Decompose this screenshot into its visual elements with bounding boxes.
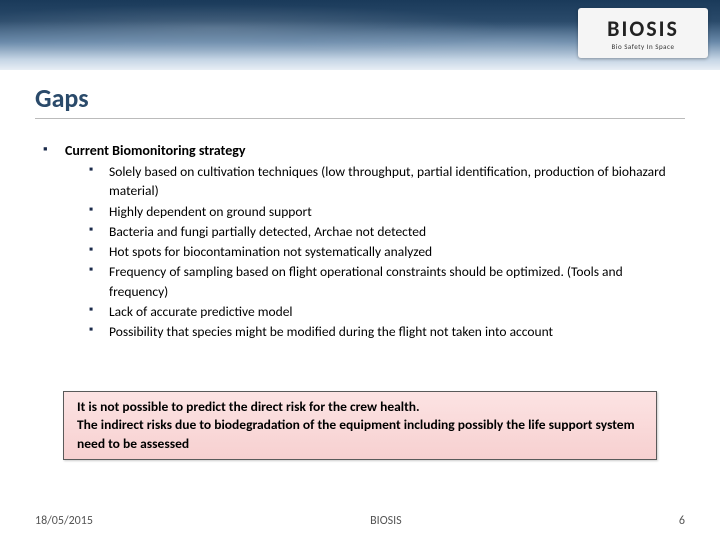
callout-box: It is not possible to predict the direct…	[63, 391, 657, 460]
sub-bullet-text: Hot spots for biocontamination not syste…	[109, 243, 432, 260]
sub-bullet-item: Lack of accurate predictive model	[89, 302, 685, 321]
sub-bullet-text: Possibility that species might be modifi…	[109, 323, 553, 340]
main-bullet-text: Current Biomonitoring strategy	[65, 142, 246, 159]
sub-bullet-text: Lack of accurate predictive model	[109, 303, 293, 320]
sub-bullet-text: Bacteria and fungi partially detected, A…	[109, 223, 426, 240]
sub-bullet-item: Highly dependent on ground support	[89, 202, 685, 221]
sub-bullet-text: Frequency of sampling based on flight op…	[109, 263, 623, 299]
sub-bullet-item: Hot spots for biocontamination not syste…	[89, 242, 685, 261]
callout-line: It is not possible to predict the direct…	[74, 398, 646, 416]
sub-bullet-item: Possibility that species might be modifi…	[89, 322, 685, 341]
logo-subtitle: Bio Safety In Space	[612, 42, 675, 51]
logo: BIOSIS Bio Safety In Space	[578, 8, 708, 58]
callout-line: The indirect risks due to biodegradation…	[74, 416, 646, 452]
sub-bullet-item: Bacteria and fungi partially detected, A…	[89, 222, 685, 241]
sub-bullet-item: Frequency of sampling based on flight op…	[89, 262, 685, 300]
slide-content: Gaps Current Biomonitoring strategy Sole…	[0, 70, 720, 460]
header-banner: BIOSIS Bio Safety In Space	[0, 0, 720, 70]
sub-bullet-text: Solely based on cultivation techniques (…	[109, 163, 666, 199]
footer-date: 18/05/2015	[35, 514, 93, 528]
main-bullet-list: Current Biomonitoring strategy Solely ba…	[35, 141, 685, 341]
sub-bullet-list: Solely based on cultivation techniques (…	[65, 162, 685, 341]
footer-center: BIOSIS	[370, 514, 402, 528]
sub-bullet-item: Solely based on cultivation techniques (…	[89, 162, 685, 200]
footer-page: 6	[679, 514, 685, 528]
main-bullet-item: Current Biomonitoring strategy Solely ba…	[43, 141, 685, 341]
sub-bullet-text: Highly dependent on ground support	[109, 203, 312, 220]
slide-footer: 18/05/2015 BIOSIS 6	[0, 514, 720, 528]
slide-title: Gaps	[35, 82, 685, 119]
logo-text: BIOSIS	[607, 15, 679, 42]
